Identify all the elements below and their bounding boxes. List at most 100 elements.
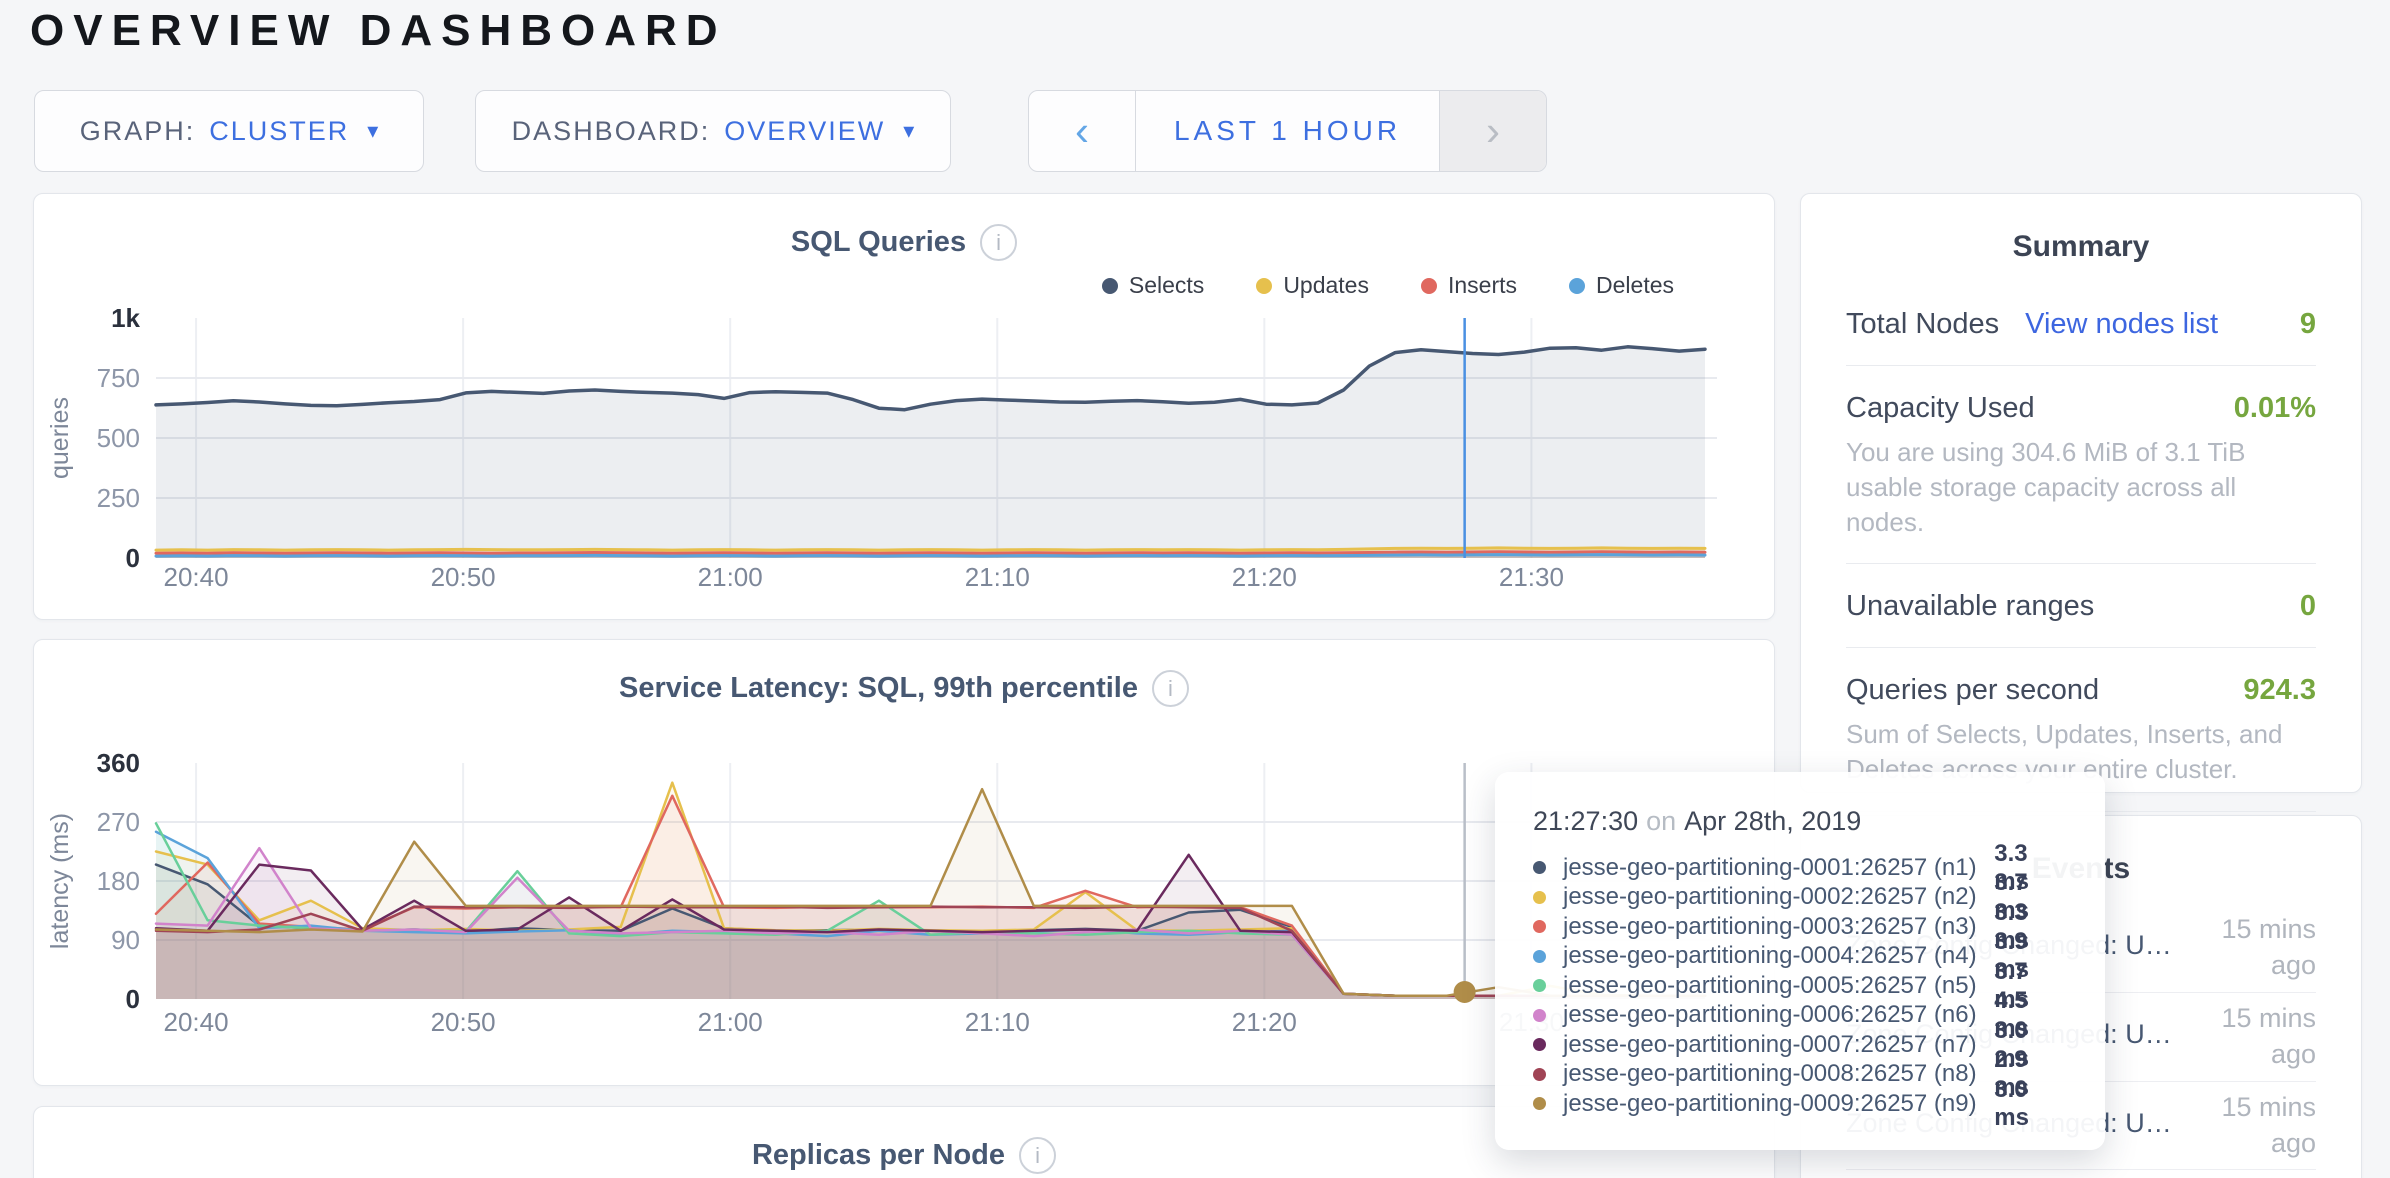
svg-text:latency (ms): latency (ms) bbox=[46, 813, 74, 949]
tooltip-node-name: jesse-geo-partitioning-0003:26257 (n3) bbox=[1563, 912, 1977, 940]
page-title: OVERVIEW DASHBOARD bbox=[30, 6, 727, 55]
svg-text:0: 0 bbox=[126, 543, 140, 573]
dashboard-dropdown-value: OVERVIEW bbox=[724, 115, 886, 146]
tooltip-row: jesse-geo-partitioning-0008:26257 (n8) 2.… bbox=[1533, 1046, 2067, 1101]
series-dot-icon bbox=[1533, 920, 1546, 934]
service-latency-title: Service Latency: SQL, 99th percentile bbox=[619, 672, 1138, 704]
unavailable-ranges-value: 0 bbox=[2299, 590, 2316, 623]
svg-text:500: 500 bbox=[97, 423, 140, 453]
tooltip-row: jesse-geo-partitioning-0006:26257 (n6) 4.… bbox=[1533, 987, 2067, 1042]
info-icon[interactable]: i bbox=[980, 224, 1018, 261]
svg-text:20:50: 20:50 bbox=[431, 1007, 496, 1037]
qps-label: Queries per second bbox=[1846, 674, 2100, 707]
tooltip-node-value: 3.7 ms bbox=[1994, 957, 2029, 1013]
tooltip-node-value: 4.5 ms bbox=[1994, 987, 2029, 1043]
summary-total-nodes-row: Total Nodes View nodes list 9 bbox=[1846, 282, 2316, 365]
tooltip-node-name: jesse-geo-partitioning-0004:26257 (n4) bbox=[1563, 942, 1977, 970]
legend-dot-icon bbox=[1569, 277, 1586, 294]
tooltip-row: jesse-geo-partitioning-0002:26257 (n2) 3.… bbox=[1533, 869, 2067, 924]
info-icon[interactable]: i bbox=[1019, 1137, 1057, 1174]
time-next-button[interactable]: › bbox=[1439, 91, 1546, 171]
legend-dot-icon bbox=[1101, 277, 1118, 294]
dashboard-dropdown-label: DASHBOARD: bbox=[511, 115, 711, 146]
event-row: Zone Config Changed: User...15 mins ago bbox=[1846, 904, 2316, 992]
event-timestamp: 15 mins ago bbox=[2221, 1002, 2316, 1069]
tooltip-row: jesse-geo-partitioning-0003:26257 (n3) 3.… bbox=[1533, 899, 2067, 954]
svg-text:180: 180 bbox=[97, 866, 140, 896]
legend-label: Deletes bbox=[1596, 272, 1674, 298]
tooltip-node-name: jesse-geo-partitioning-0007:26257 (n7) bbox=[1563, 1030, 1977, 1058]
tooltip-node-name: jesse-geo-partitioning-0001:26257 (n1) bbox=[1563, 853, 1977, 881]
service-latency-title-row: Service Latency: SQL, 99th percentile i bbox=[34, 670, 1774, 707]
summary-unavailable-row: Unavailable ranges 0 bbox=[1846, 564, 2316, 647]
summary-panel: Summary Total Nodes View nodes list 9 Ca… bbox=[1800, 193, 2362, 870]
summary-capacity-row: Capacity Used 0.01% bbox=[1846, 366, 2316, 449]
divider bbox=[1846, 563, 2316, 565]
svg-text:250: 250 bbox=[97, 483, 140, 513]
event-row: Zone Config Changed: User...15 mins ago bbox=[1846, 991, 2316, 1081]
svg-text:750: 750 bbox=[97, 363, 140, 393]
legend-item-updates[interactable]: Updates bbox=[1256, 272, 1369, 299]
service-latency-card: Service Latency: SQL, 99th percentile i … bbox=[33, 639, 1775, 1086]
legend-item-deletes[interactable]: Deletes bbox=[1569, 272, 1674, 299]
capacity-description: You are using 304.6 MiB of 3.1 TiB usabl… bbox=[1846, 437, 2246, 537]
legend-dot-icon bbox=[1420, 277, 1437, 294]
dashboard-dropdown[interactable]: DASHBOARD: OVERVIEW ▾ bbox=[475, 90, 951, 172]
tooltip-node-value: 3.3 ms bbox=[1994, 839, 2029, 895]
time-range-label[interactable]: LAST 1 HOUR bbox=[1173, 115, 1402, 146]
capacity-value: 0.01% bbox=[2233, 392, 2316, 424]
tooltip-node-value: 3.7 ms bbox=[1994, 869, 2029, 925]
series-dot-icon bbox=[1533, 1038, 1546, 1052]
series-dot-icon bbox=[1533, 890, 1546, 904]
legend-item-inserts[interactable]: Inserts bbox=[1420, 272, 1518, 299]
tooltip-date: Apr 28th, 2019 bbox=[1684, 806, 1862, 836]
total-nodes-value: 9 bbox=[2299, 308, 2316, 340]
event-timestamp: 15 mins ago bbox=[2221, 914, 2316, 980]
replicas-title: Replicas per Node bbox=[751, 1139, 1006, 1171]
svg-text:21:30: 21:30 bbox=[1499, 562, 1564, 592]
sql-queries-title: SQL Queries bbox=[790, 226, 967, 258]
tooltip-node-value: 2.9 ms bbox=[1994, 1046, 2029, 1102]
svg-text:20:40: 20:40 bbox=[164, 1007, 229, 1037]
unavailable-ranges-label: Unavailable ranges bbox=[1846, 590, 2095, 623]
tooltip-on: on bbox=[1646, 806, 1677, 836]
tooltip-row: jesse-geo-partitioning-0001:26257 (n1) 3.… bbox=[1533, 840, 2067, 895]
tooltip-node-value: 3.0 ms bbox=[1994, 1016, 2029, 1072]
legend-label: Selects bbox=[1128, 272, 1205, 298]
legend-item-selects[interactable]: Selects bbox=[1101, 272, 1205, 299]
tooltip-time: 21:27:30 bbox=[1533, 806, 1639, 836]
graph-dropdown-value: CLUSTER bbox=[209, 115, 350, 146]
svg-text:1k: 1k bbox=[111, 303, 140, 333]
qps-value: 924.3 bbox=[2243, 674, 2316, 707]
capacity-label: Capacity Used bbox=[1846, 392, 2035, 424]
graph-dropdown[interactable]: GRAPH: CLUSTER ▾ bbox=[34, 90, 424, 172]
tooltip-row: jesse-geo-partitioning-0007:26257 (n7) 3.… bbox=[1533, 1017, 2067, 1072]
chevron-down-icon: ▾ bbox=[367, 118, 379, 143]
tooltip-node-name: jesse-geo-partitioning-0008:26257 (n8) bbox=[1563, 1060, 1977, 1088]
sql-queries-chart[interactable]: 1k 750 500 250 0 20:40 20:50 21:00 21:10 21:20 21:… bbox=[34, 194, 1774, 619]
tooltip-row: jesse-geo-partitioning-0005:26257 (n5) 3.… bbox=[1533, 958, 2067, 1013]
svg-text:270: 270 bbox=[97, 807, 140, 837]
graph-dropdown-label: GRAPH: bbox=[79, 115, 196, 146]
replicas-title-row: Replicas per Node i bbox=[34, 1137, 1774, 1174]
time-range-selector: ‹ LAST 1 HOUR › bbox=[1028, 90, 1547, 172]
info-icon[interactable]: i bbox=[1151, 670, 1189, 707]
summary-title: Summary bbox=[2012, 230, 2150, 263]
series-dot-icon bbox=[1533, 949, 1546, 963]
tooltip-node-name: jesse-geo-partitioning-0009:26257 (n9) bbox=[1563, 1089, 1977, 1117]
tooltip-node-name: jesse-geo-partitioning-0006:26257 (n6) bbox=[1563, 1001, 1977, 1029]
chevron-down-icon: ▾ bbox=[903, 118, 915, 143]
svg-text:360: 360 bbox=[97, 748, 140, 778]
service-latency-chart[interactable]: 360 270 180 90 0 20:40 20:50 21:00 21:10 21:20 21:… bbox=[34, 640, 1774, 1085]
svg-text:90: 90 bbox=[111, 925, 140, 955]
series-dot-icon bbox=[1533, 1067, 1546, 1081]
svg-text:queries: queries bbox=[46, 397, 74, 479]
svg-text:21:20: 21:20 bbox=[1232, 562, 1297, 592]
tooltip-node-value: 3.9 ms bbox=[1994, 928, 2029, 984]
view-nodes-list-link[interactable]: View nodes list bbox=[2025, 308, 2219, 340]
sql-queries-card: SQL Queries i Selects Updates Inserts Delet… bbox=[33, 193, 1775, 620]
time-prev-button[interactable]: ‹ bbox=[1029, 91, 1136, 171]
divider bbox=[1846, 365, 2316, 366]
legend-label: Inserts bbox=[1447, 272, 1518, 298]
svg-text:21:20: 21:20 bbox=[1232, 1007, 1297, 1037]
